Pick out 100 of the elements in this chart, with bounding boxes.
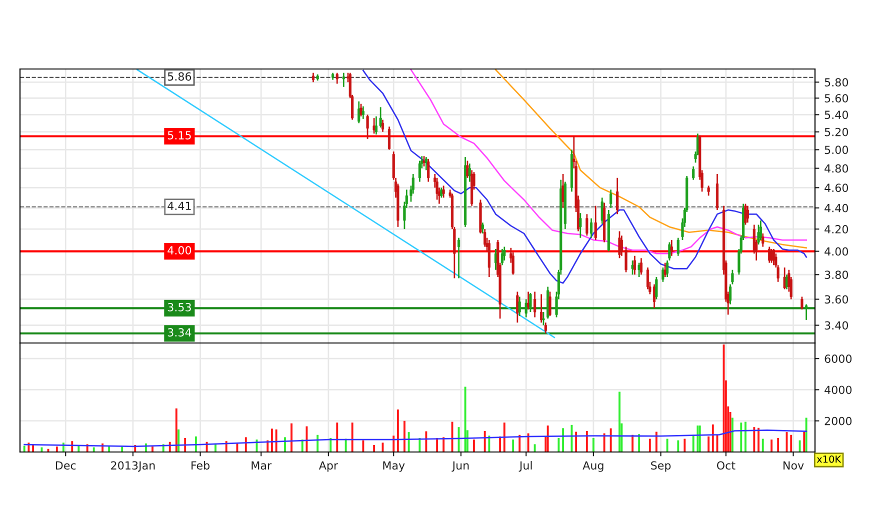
ref-line-label: 4.41 — [168, 202, 191, 210]
candlestick — [618, 230, 621, 259]
y-tick-label: 6000 — [824, 354, 852, 363]
candlestick — [770, 248, 773, 264]
x-tick-label: Oct — [716, 461, 736, 470]
ref-line-label: 3.53 — [168, 302, 191, 312]
ref-line-label: 5.86 — [168, 72, 192, 81]
candlestick — [503, 246, 506, 262]
line-series — [24, 430, 808, 448]
candlestick — [662, 266, 664, 283]
candlestick — [342, 72, 345, 88]
candlestick — [468, 162, 471, 182]
candlestick — [542, 311, 545, 326]
candlestick — [358, 100, 360, 124]
candlestick — [594, 205, 597, 241]
y-tick-label: 4.60 — [824, 184, 848, 192]
y-tick-label: 3.80 — [824, 270, 848, 280]
candlestick — [800, 296, 804, 310]
candlestick — [757, 224, 760, 246]
candlestick — [529, 292, 532, 313]
candlestick — [676, 237, 680, 257]
y-tick-label: 4000 — [824, 386, 852, 394]
candlestick — [372, 117, 376, 134]
x-tick-label: Feb — [192, 461, 210, 470]
candlestick — [516, 291, 519, 324]
candlestick — [707, 184, 710, 196]
candlestick — [768, 246, 771, 264]
candlestick — [590, 218, 593, 239]
y-tick-label: 2000 — [824, 416, 852, 426]
candlestick — [616, 177, 619, 215]
ref-line-label: 4.00 — [168, 246, 192, 255]
x-tick-label: Apr — [318, 461, 338, 472]
candlestick — [360, 103, 362, 118]
y-tick-label: 4.20 — [824, 225, 848, 234]
candlestick — [746, 205, 749, 224]
candlestick — [366, 114, 369, 140]
y-tick-label: 3.60 — [824, 295, 848, 304]
candlestick — [783, 266, 786, 290]
candlestick — [670, 239, 673, 257]
candlestick — [579, 212, 582, 239]
candlestick — [524, 298, 528, 318]
candlestick — [668, 242, 671, 262]
candlestick — [640, 257, 643, 276]
candlestick — [500, 248, 504, 266]
candlestick — [600, 196, 604, 224]
candlestick — [381, 119, 384, 133]
y-tick-label: 5.60 — [824, 94, 848, 102]
candlestick — [388, 126, 391, 150]
candlestick — [362, 106, 364, 120]
x-tick-label: Nov — [784, 461, 804, 470]
candlestick — [666, 260, 669, 278]
candlestick — [744, 203, 747, 226]
candlestick — [379, 106, 382, 128]
candlestick — [692, 166, 695, 181]
candlestick — [312, 72, 315, 83]
candlestick — [610, 188, 612, 209]
y-tick-label: 4.80 — [824, 164, 848, 173]
candlestick — [655, 276, 658, 300]
candlestick — [562, 173, 564, 209]
candlestick — [805, 304, 808, 321]
ref-line-label: 3.34 — [168, 328, 192, 337]
x-tick-label: Dec — [56, 461, 76, 470]
candlestick — [728, 284, 732, 306]
x-tick-label: Aug — [582, 461, 604, 472]
candlestick — [512, 252, 514, 276]
text: x10K — [816, 455, 842, 463]
candlestick — [548, 291, 552, 317]
candlestick — [638, 262, 640, 278]
candlestick — [442, 184, 445, 198]
y-tick-label: 5.00 — [824, 146, 848, 154]
candlestick — [422, 155, 426, 168]
candlestick — [466, 160, 469, 179]
x-tick-label: Jun — [452, 461, 469, 472]
y-tick-label: 4.00 — [824, 247, 848, 256]
candlestick — [646, 266, 650, 290]
y-tick-label: 5.20 — [824, 128, 848, 136]
candlestick — [540, 294, 543, 324]
y-tick-label: 5.40 — [824, 110, 848, 120]
candlestick — [759, 220, 762, 241]
y-tick-label: 4.40 — [824, 204, 848, 212]
candlestick — [633, 255, 636, 276]
candlestick — [664, 262, 666, 278]
x-tick-label: May — [383, 461, 405, 472]
candlestick — [481, 222, 484, 234]
candlestick — [631, 260, 634, 276]
candlestick — [534, 291, 536, 318]
candlestick — [457, 237, 460, 279]
candlestick — [772, 248, 776, 266]
x-tick-label: 2013Jan — [111, 461, 155, 472]
candlestick — [440, 186, 443, 198]
candlestick — [544, 322, 547, 334]
y-tick-label: 5.80 — [824, 78, 848, 87]
line-series — [495, 69, 808, 249]
candlestick — [731, 269, 734, 286]
candlestick — [436, 177, 438, 200]
candlestick — [518, 296, 521, 317]
x-tick-label: Jul — [518, 461, 532, 472]
candlestick — [762, 232, 764, 248]
candlestick — [427, 158, 430, 182]
y-tick-label: 3.40 — [824, 321, 848, 330]
